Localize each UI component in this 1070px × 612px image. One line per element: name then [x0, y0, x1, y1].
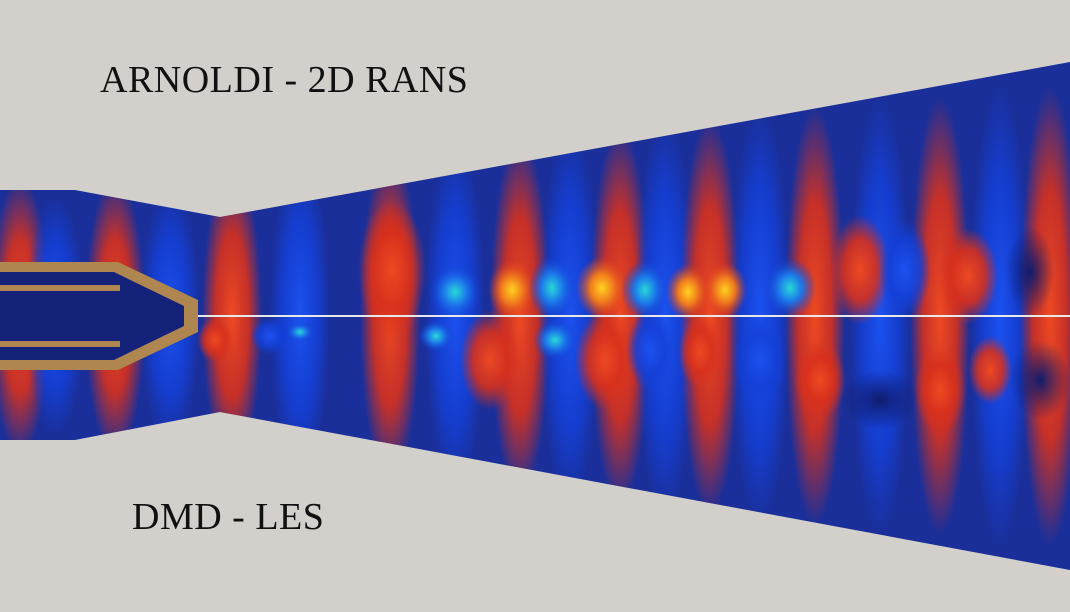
mode-blob — [250, 318, 290, 354]
mode-blob — [764, 258, 816, 318]
mode-blob — [358, 200, 426, 340]
mode-blob — [286, 322, 314, 342]
mode-blob — [879, 220, 931, 320]
mode-blob — [1006, 226, 1054, 318]
mode-blob — [533, 320, 577, 360]
mode-blob — [678, 316, 722, 388]
mode-blob — [528, 256, 576, 320]
mode-blob — [576, 256, 628, 320]
mode-blob — [429, 264, 481, 320]
mode-blob — [840, 370, 920, 430]
top-label: ARNOLDI - 2D RANS — [100, 59, 469, 101]
bottom-label: DMD - LES — [132, 496, 325, 538]
mode-blob — [1010, 340, 1070, 420]
nozzle-shape — [0, 262, 198, 370]
mode-blob — [460, 310, 520, 410]
mode-blob — [626, 310, 674, 390]
mode-blob — [197, 318, 233, 362]
mode-blob — [794, 340, 846, 420]
mode-blob — [666, 264, 710, 320]
mode-blob — [418, 320, 454, 352]
mode-blob — [914, 346, 966, 434]
mode-blob — [830, 215, 890, 325]
mode-blob — [703, 262, 747, 318]
mode-blob — [621, 260, 669, 320]
mode-blob — [734, 316, 786, 404]
mode-blob — [968, 336, 1012, 404]
mode-blob — [938, 228, 998, 324]
mode-blob — [575, 310, 635, 410]
mode-blob — [488, 260, 536, 320]
